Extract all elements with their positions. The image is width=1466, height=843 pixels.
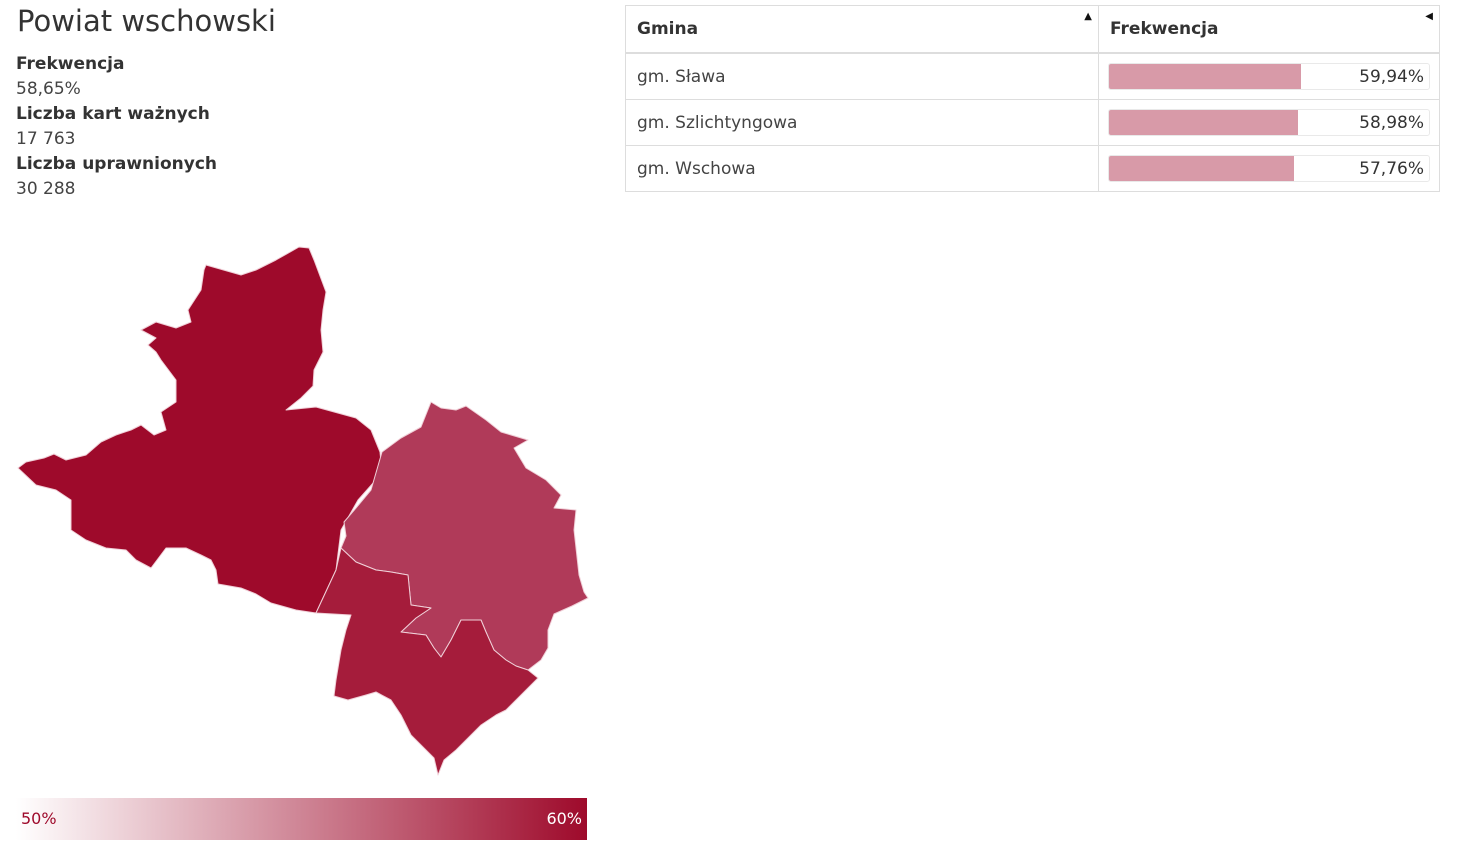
- row-turnout-cell: 59,94%: [1098, 52, 1440, 100]
- turnout-bar: 58,98%: [1108, 109, 1430, 136]
- row-turnout-cell: 58,98%: [1098, 99, 1440, 146]
- stats-list: Frekwencja 58,65% Liczba kart ważnych 17…: [16, 52, 217, 202]
- stat-label-uprawnieni: Liczba uprawnionych: [16, 154, 217, 174]
- row-gmina-name: gm. Wschowa: [625, 145, 1099, 192]
- color-legend: 50% 60%: [16, 798, 587, 840]
- legend-max-label: 60%: [546, 809, 582, 828]
- column-header-gmina[interactable]: Gmina ▲: [625, 5, 1099, 54]
- sort-left-icon[interactable]: ◀: [1425, 11, 1433, 22]
- region-slawa[interactable]: [17, 246, 383, 614]
- row-gmina-name: gm. Sława: [625, 52, 1099, 100]
- stat-value-karty: 17 763: [16, 129, 76, 149]
- turnout-bar-value: 59,94%: [1359, 67, 1424, 87]
- results-table: Gmina ▲ Frekwencja ◀ gm. Sława 59,94% gm…: [625, 5, 1440, 192]
- table-row[interactable]: gm. Sława 59,94%: [625, 52, 1440, 100]
- table-header-row: Gmina ▲ Frekwencja ◀: [625, 5, 1440, 54]
- choropleth-map: [17, 246, 589, 776]
- column-header-frekwencja-label: Frekwencja: [1110, 19, 1219, 39]
- stat-label-karty: Liczba kart ważnych: [16, 104, 210, 124]
- summary-panel: Powiat wschowski Frekwencja 58,65% Liczb…: [16, 0, 596, 843]
- table-row[interactable]: gm. Wschowa 57,76%: [625, 145, 1440, 192]
- column-header-frekwencja[interactable]: Frekwencja ◀: [1098, 5, 1440, 54]
- legend-min-label: 50%: [21, 809, 57, 828]
- table-row[interactable]: gm. Szlichtyngowa 58,98%: [625, 99, 1440, 146]
- turnout-bar-fill: [1109, 156, 1294, 181]
- turnout-bar-fill: [1109, 64, 1301, 89]
- page-title: Powiat wschowski: [17, 4, 276, 38]
- turnout-bar-fill: [1109, 110, 1298, 135]
- row-gmina-name: gm. Szlichtyngowa: [625, 99, 1099, 146]
- turnout-bar: 59,94%: [1108, 63, 1430, 90]
- stat-label-frekwencja: Frekwencja: [16, 54, 125, 74]
- turnout-bar: 57,76%: [1108, 155, 1430, 182]
- turnout-bar-value: 57,76%: [1359, 159, 1424, 179]
- turnout-bar-value: 58,98%: [1359, 113, 1424, 133]
- sort-up-icon[interactable]: ▲: [1084, 11, 1092, 22]
- region-szlichtyngowa[interactable]: [315, 547, 539, 776]
- row-turnout-cell: 57,76%: [1098, 145, 1440, 192]
- stat-value-frekwencja: 58,65%: [16, 79, 81, 99]
- column-header-gmina-label: Gmina: [637, 19, 699, 39]
- stat-value-uprawnieni: 30 288: [16, 179, 76, 199]
